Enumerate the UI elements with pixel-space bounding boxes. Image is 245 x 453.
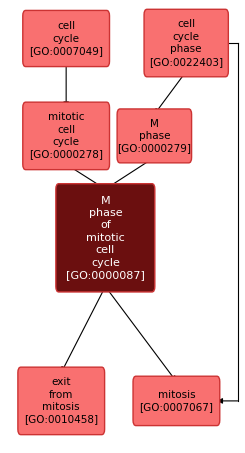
Text: mitosis
[GO:0007067]: mitosis [GO:0007067] [139,390,213,412]
Text: M
phase
of
mitotic
cell
cycle
[GO:0000087]: M phase of mitotic cell cycle [GO:000008… [66,196,145,280]
FancyBboxPatch shape [23,102,110,170]
Text: cell
cycle
[GO:0007049]: cell cycle [GO:0007049] [29,21,103,56]
Text: mitotic
cell
cycle
[GO:0000278]: mitotic cell cycle [GO:0000278] [29,112,103,159]
Text: exit
from
mitosis
[GO:0010458]: exit from mitosis [GO:0010458] [24,377,98,424]
Text: M
phase
[GO:0000279]: M phase [GO:0000279] [117,119,191,153]
FancyBboxPatch shape [117,109,192,163]
Text: cell
cycle
phase
[GO:0022403]: cell cycle phase [GO:0022403] [149,19,223,67]
FancyBboxPatch shape [23,10,110,67]
FancyBboxPatch shape [56,184,155,292]
FancyBboxPatch shape [18,367,105,435]
FancyBboxPatch shape [133,376,220,426]
FancyBboxPatch shape [144,9,228,77]
